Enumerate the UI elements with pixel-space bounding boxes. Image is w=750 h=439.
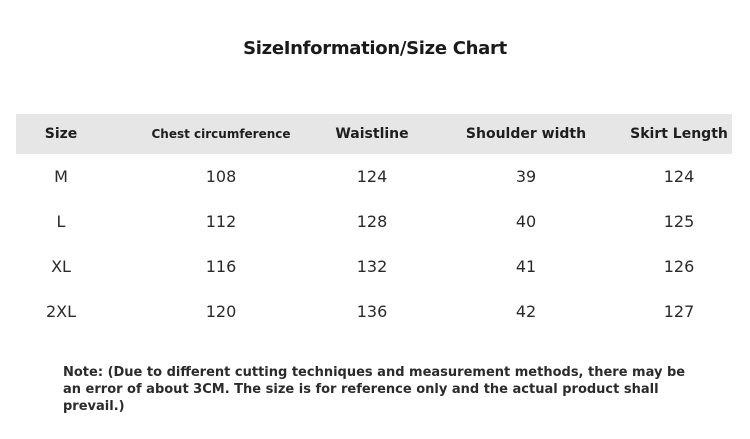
table-header-row: Size Chest circumference Waistline Shoul… (16, 114, 732, 154)
table-row: XL 116 132 41 126 (16, 244, 732, 289)
size-note: Note: (Due to different cutting techniqu… (63, 365, 686, 414)
cell-shoulder: 39 (515, 167, 537, 186)
cell-size: L (56, 212, 66, 231)
cell-waist: 132 (356, 257, 388, 276)
cell-chest: 112 (205, 212, 237, 231)
cell-chest: 116 (205, 257, 237, 276)
cell-chest: 120 (205, 302, 237, 321)
page-title: SizeInformation/Size Chart (243, 38, 507, 59)
table-row: 2XL 120 136 42 127 (16, 289, 732, 334)
cell-shoulder: 42 (515, 302, 537, 321)
header-skirt-length: Skirt Length (630, 126, 728, 142)
cell-size: XL (51, 257, 71, 276)
header-shoulder-width: Shoulder width (465, 126, 587, 142)
cell-waist: 124 (356, 167, 388, 186)
cell-size: M (54, 167, 68, 186)
cell-skirt-length: 126 (663, 257, 695, 276)
cell-waist: 136 (356, 302, 388, 321)
size-chart-table: Size Chest circumference Waistline Shoul… (16, 114, 732, 334)
header-waistline: Waistline (335, 126, 409, 142)
cell-chest: 108 (205, 167, 237, 186)
cell-shoulder: 40 (515, 212, 537, 231)
table-row: L 112 128 40 125 (16, 199, 732, 244)
cell-skirt-length: 124 (663, 167, 695, 186)
header-size: Size (44, 126, 78, 142)
cell-skirt-length: 125 (663, 212, 695, 231)
cell-size: 2XL (45, 302, 77, 321)
cell-shoulder: 41 (515, 257, 537, 276)
table-row: M 108 124 39 124 (16, 154, 732, 199)
cell-waist: 128 (356, 212, 388, 231)
header-chest-circumference: Chest circumference (151, 127, 291, 141)
cell-skirt-length: 127 (663, 302, 695, 321)
